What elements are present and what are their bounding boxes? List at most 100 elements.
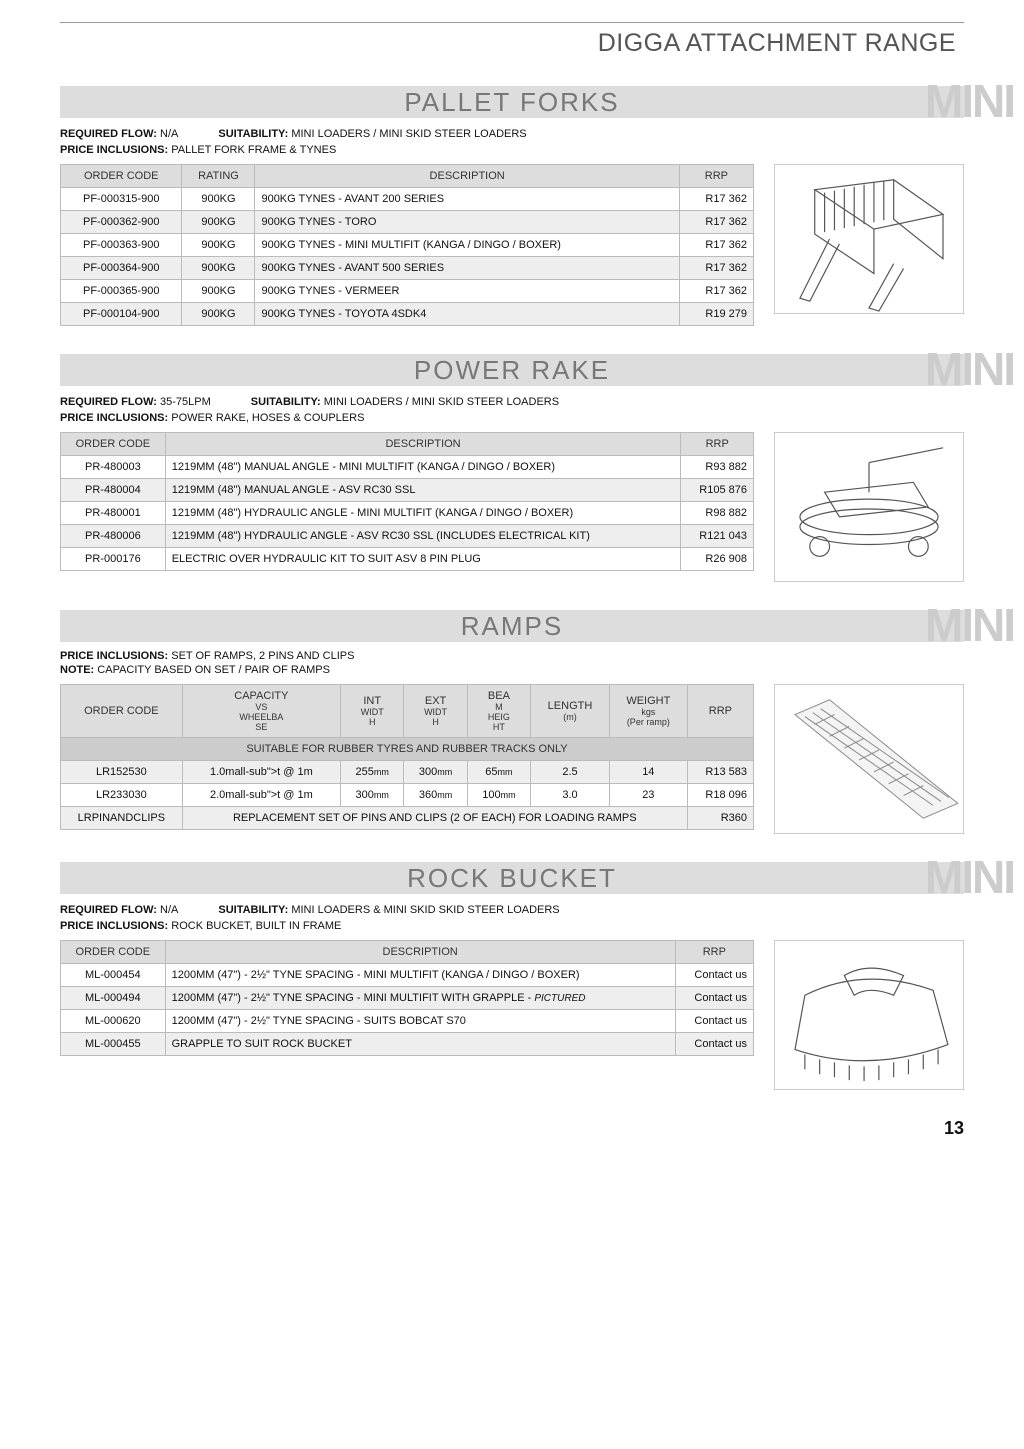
- cell: PR-480003: [61, 456, 166, 479]
- cell: R105 876: [681, 479, 754, 502]
- cell: LR152530: [61, 761, 183, 784]
- cell: R17 362: [679, 211, 753, 234]
- cell: PR-480006: [61, 525, 166, 548]
- cell: PF-000362-900: [61, 211, 182, 234]
- col-header: BEAMHEIGHT: [467, 685, 530, 738]
- col-header: EXTWIDTH: [404, 685, 467, 738]
- cell: 100mm: [467, 784, 530, 807]
- rock-bucket-table: ORDER CODEDESCRIPTIONRRP ML-0004541200MM…: [60, 940, 754, 1056]
- table-row: PR-000176ELECTRIC OVER HYDRAULIC KIT TO …: [61, 548, 754, 571]
- table-row: PF-000362-900900KG900KG TYNES - TOROR17 …: [61, 211, 754, 234]
- cell: PF-000363-900: [61, 234, 182, 257]
- cell: PF-000365-900: [61, 280, 182, 303]
- table-row: ML-0004541200MM (47") - 2½" TYNE SPACING…: [61, 964, 754, 987]
- cell: PR-480004: [61, 479, 166, 502]
- col-header: WEIGHTkgs(Per ramp): [609, 685, 687, 738]
- cell: 1219MM (48") MANUAL ANGLE - ASV RC30 SSL: [165, 479, 681, 502]
- cell: ML-000494: [61, 987, 166, 1010]
- cell: 255mm: [341, 761, 404, 784]
- cell: R17 362: [679, 257, 753, 280]
- table-row: PF-000363-900900KG900KG TYNES - MINI MUL…: [61, 234, 754, 257]
- cell: R17 362: [679, 234, 753, 257]
- cell: 900KG TYNES - TORO: [255, 211, 679, 234]
- col-header: RRP: [679, 165, 753, 188]
- mini-tag: MINI: [925, 342, 1014, 396]
- cell: 1.0mall-sub">t @ 1m: [182, 761, 340, 784]
- page-header: DIGGA ATTACHMENT RANGE: [60, 29, 956, 58]
- cell: 900KG: [182, 257, 255, 280]
- cell: 900KG: [182, 211, 255, 234]
- col-header: RRP: [687, 685, 753, 738]
- cell: 900KG: [182, 280, 255, 303]
- cell: R13 583: [687, 761, 753, 784]
- table-row: LR2330302.0mall-sub">t @ 1m300mm360mm100…: [61, 784, 754, 807]
- cell: R26 908: [681, 548, 754, 571]
- meta-suit: SUITABILITY: MINI LOADERS / MINI SKID ST…: [251, 396, 559, 408]
- cell: GRAPPLE TO SUIT ROCK BUCKET: [165, 1033, 675, 1056]
- cell: 1219MM (48") HYDRAULIC ANGLE - ASV RC30 …: [165, 525, 681, 548]
- col-header: INTWIDTH: [341, 685, 404, 738]
- cell: 14: [609, 761, 687, 784]
- meta-flow: REQUIRED FLOW: N/A: [60, 128, 178, 140]
- cell: 900KG TYNES - AVANT 200 SERIES: [255, 188, 679, 211]
- meta-inc: PRICE INCLUSIONS: SET OF RAMPS, 2 PINS A…: [60, 650, 964, 662]
- cell: R18 096: [687, 784, 753, 807]
- meta-suit: SUITABILITY: MINI LOADERS / MINI SKID ST…: [218, 128, 526, 140]
- ramps-table: ORDER CODECAPACITYVSWHEELBASEINTWIDTHEXT…: [60, 684, 754, 830]
- cell: 3.0: [531, 784, 610, 807]
- cell: 2.5: [531, 761, 610, 784]
- meta-inc: PRICE INCLUSIONS: PALLET FORK FRAME & TY…: [60, 144, 964, 156]
- col-header: RRP: [681, 433, 754, 456]
- cell: Contact us: [675, 1010, 753, 1033]
- col-header: ORDER CODE: [61, 941, 166, 964]
- page-number: 13: [60, 1118, 964, 1139]
- table-row: PF-000365-900900KG900KG TYNES - VERMEERR…: [61, 280, 754, 303]
- meta-flow: REQUIRED FLOW: 35-75LPM: [60, 396, 211, 408]
- cell: 900KG TYNES - VERMEER: [255, 280, 679, 303]
- cell: 2.0mall-sub">t @ 1m: [182, 784, 340, 807]
- title-bar: RAMPS: [60, 610, 964, 642]
- cell: ML-000455: [61, 1033, 166, 1056]
- col-header: DESCRIPTION: [255, 165, 679, 188]
- cell: PF-000364-900: [61, 257, 182, 280]
- col-header: DESCRIPTION: [165, 433, 681, 456]
- cell: LR233030: [61, 784, 183, 807]
- title-bar: PALLET FORKS: [60, 86, 964, 118]
- col-header: CAPACITYVSWHEELBASE: [182, 685, 340, 738]
- cell: R93 882: [681, 456, 754, 479]
- cell: 1219MM (48") HYDRAULIC ANGLE - MINI MULT…: [165, 502, 681, 525]
- cell: ML-000454: [61, 964, 166, 987]
- table-row: LRPINANDCLIPSREPLACEMENT SET OF PINS AND…: [61, 807, 754, 830]
- col-header: RATING: [182, 165, 255, 188]
- cell: 900KG: [182, 303, 255, 326]
- section-rock-bucket: MINI ROCK BUCKET REQUIRED FLOW: N/A SUIT…: [60, 862, 964, 1090]
- table-row: LR1525301.0mall-sub">t @ 1m255mm300mm65m…: [61, 761, 754, 784]
- cell: 900KG: [182, 188, 255, 211]
- rock-bucket-image: [774, 940, 964, 1090]
- meta-inc: PRICE INCLUSIONS: POWER RAKE, HOSES & CO…: [60, 412, 964, 424]
- cell: 900KG: [182, 234, 255, 257]
- meta-suit: SUITABILITY: MINI LOADERS & MINI SKID SK…: [218, 904, 559, 916]
- cell: 360mm: [404, 784, 467, 807]
- table-row: PR-4800031219MM (48") MANUAL ANGLE - MIN…: [61, 456, 754, 479]
- section-title: ROCK BUCKET: [407, 863, 617, 894]
- table-row: PR-4800061219MM (48") HYDRAULIC ANGLE - …: [61, 525, 754, 548]
- table-row: PF-000364-900900KG900KG TYNES - AVANT 50…: [61, 257, 754, 280]
- section-title: PALLET FORKS: [404, 87, 619, 118]
- mini-tag: MINI: [925, 74, 1014, 128]
- col-header: LENGTH(m): [531, 685, 610, 738]
- cell: ELECTRIC OVER HYDRAULIC KIT TO SUIT ASV …: [165, 548, 681, 571]
- section-ramps: MINI RAMPS PRICE INCLUSIONS: SET OF RAMP…: [60, 610, 964, 834]
- ramps-image: [774, 684, 964, 834]
- col-header: DESCRIPTION: [165, 941, 675, 964]
- cell: PR-000176: [61, 548, 166, 571]
- cell: 300mm: [404, 761, 467, 784]
- col-header: ORDER CODE: [61, 685, 183, 738]
- pallet-forks-table: ORDER CODERATINGDESCRIPTIONRRP PF-000315…: [60, 164, 754, 326]
- cell: 1200MM (47") - 2½" TYNE SPACING - MINI M…: [165, 987, 675, 1010]
- meta-inc: PRICE INCLUSIONS: ROCK BUCKET, BUILT IN …: [60, 920, 964, 932]
- cell: PF-000315-900: [61, 188, 182, 211]
- cell: 900KG TYNES - MINI MULTIFIT (KANGA / DIN…: [255, 234, 679, 257]
- col-header: ORDER CODE: [61, 433, 166, 456]
- mini-tag: MINI: [925, 850, 1014, 904]
